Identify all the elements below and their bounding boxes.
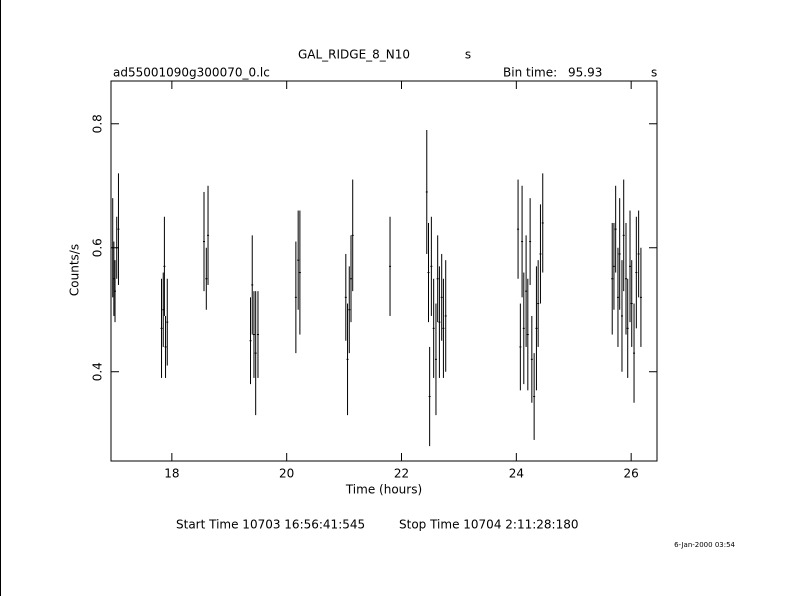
chart-title: GAL_RIDGE_8_N10 <box>298 48 410 62</box>
bin-time-unit: s <box>651 66 657 80</box>
y-tick-label: 0.4 <box>91 362 105 381</box>
x-tick-label: 24 <box>509 467 524 481</box>
x-tick-label: 22 <box>394 467 409 481</box>
x-axis-label: Time (hours) <box>345 483 422 497</box>
y-tick-label: 0.8 <box>91 114 105 133</box>
bin-time-label: Bin time: <box>503 66 557 80</box>
x-tick-label: 26 <box>624 467 639 481</box>
plot-frame <box>110 80 658 462</box>
file-name: ad55001090g300070_0.lc <box>113 66 270 80</box>
start-time: Start Time 10703 16:56:41:545 <box>176 518 365 532</box>
x-tick-label: 18 <box>164 467 179 481</box>
y-tick-label: 0.6 <box>91 238 105 257</box>
date: 6-Jan-2000 03:54 <box>674 541 735 549</box>
bin-time: 95.93 <box>568 66 602 80</box>
x-tick-label: 20 <box>279 467 294 481</box>
y-axis-label: Counts/s <box>68 244 82 296</box>
title-unit: s <box>465 48 471 62</box>
stop-time: Stop Time 10704 2:11:28:180 <box>399 518 578 532</box>
